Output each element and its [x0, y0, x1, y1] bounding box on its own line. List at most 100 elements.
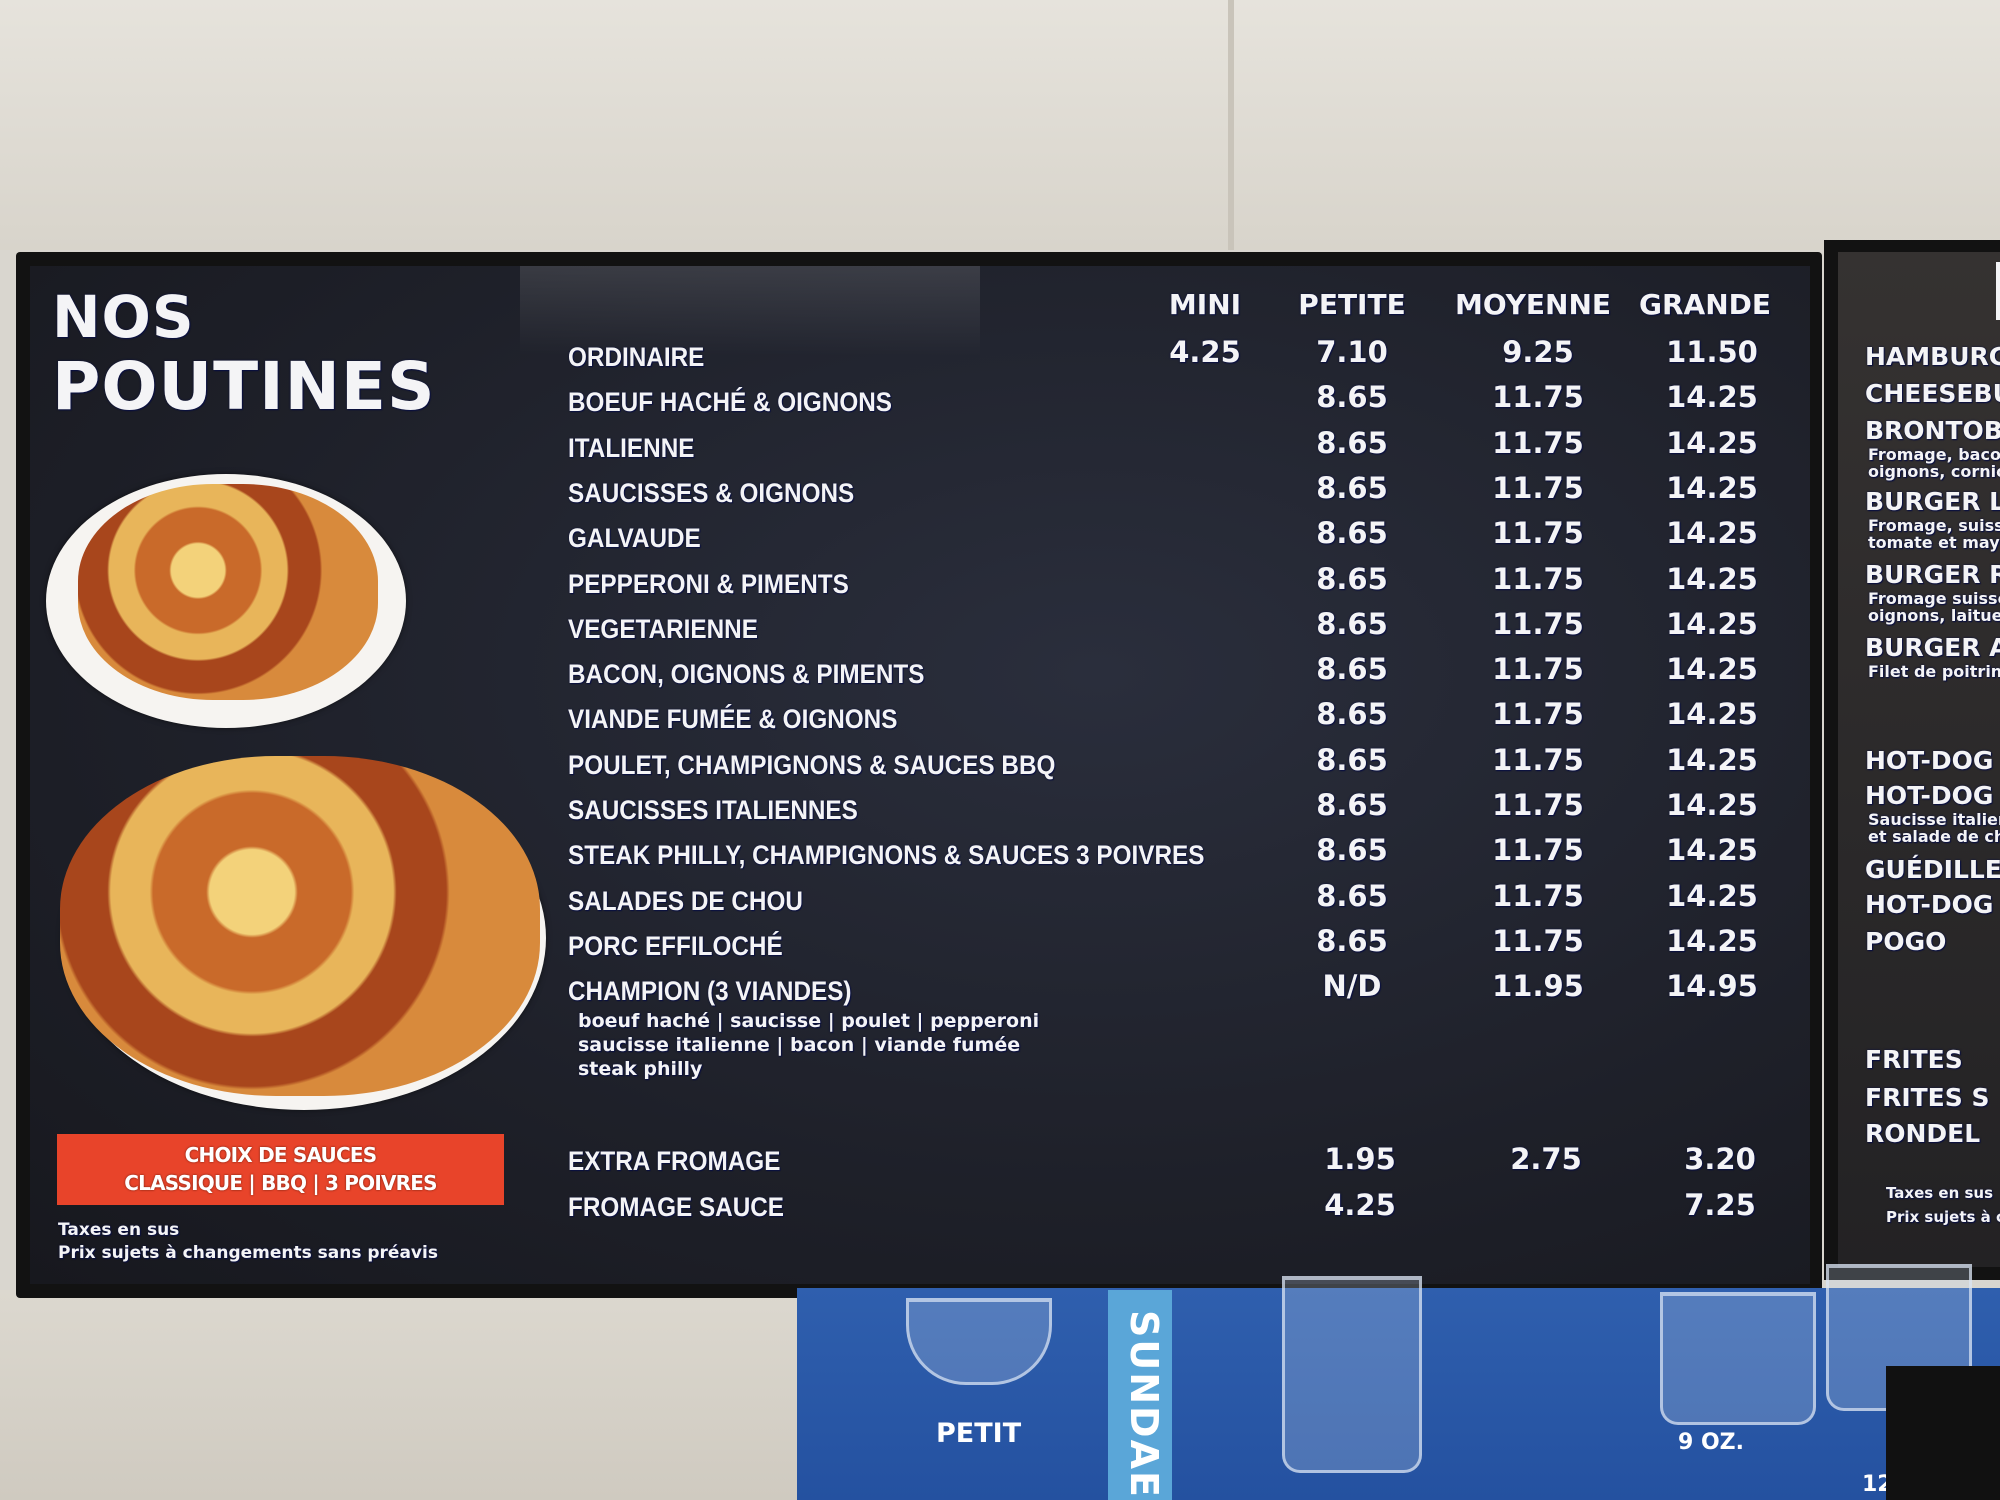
right-menu-item: GUÉDILLE [1865, 855, 2000, 884]
sundae-strip [1108, 1290, 1172, 1500]
menu-item-price: 11.75 [1492, 470, 1584, 505]
menu-item-price: 14.25 [1666, 380, 1758, 415]
menu-item-price: 14.25 [1666, 425, 1758, 460]
menu-item-name: PORC EFFILOCHÉ [568, 930, 783, 961]
right-menu-item: HOT-DOG [1865, 746, 1994, 775]
sundae-cup-small [906, 1298, 1052, 1385]
menu-item-price: 11.75 [1492, 516, 1584, 551]
screen-glare [520, 266, 980, 356]
right-menu-item: RONDEL [1865, 1119, 1981, 1148]
menu-item-price: 14.25 [1666, 878, 1758, 913]
menu-item-price: 8.65 [1316, 833, 1388, 868]
menu-item-price: 11.75 [1492, 833, 1584, 868]
menu-item-name: SAUCISSES & OIGNONS [568, 477, 855, 508]
menu-item-name: CHAMPION (3 VIANDES) [568, 976, 852, 1007]
menu-item-name: ITALIENNE [568, 432, 695, 463]
menu-item-price: 9.25 [1502, 335, 1574, 369]
menu-item-name: VIANDE FUMÉE & OIGNONS [568, 704, 898, 735]
sauce-banner-title: CHOIX DE SAUCES [184, 1143, 378, 1167]
menu-item-name: BACON, OIGNONS & PIMENTS [568, 659, 925, 690]
menu-item-price: 14.25 [1666, 788, 1758, 822]
extra-item-price: 1.95 [1324, 1142, 1396, 1176]
sauce-banner-options: CLASSIQUE | BBQ | 3 POIVRES [124, 1171, 437, 1195]
extra-item-price: 7.25 [1684, 1188, 1756, 1222]
menu-item-price: N/D [1322, 969, 1382, 1004]
menu-item-price: 8.65 [1316, 652, 1388, 687]
menu-item-price: 11.75 [1492, 697, 1584, 732]
right-menu-item-desc: tomate et mayo [1868, 533, 2000, 552]
menu-item-price: 14.25 [1666, 516, 1758, 551]
menu-item-price: 8.65 [1316, 425, 1388, 460]
menu-item-price: 14.95 [1666, 969, 1758, 1004]
lower-ceiling [0, 1290, 800, 1500]
right-menu-item-desc: Fromage suisse [1868, 589, 2000, 608]
menu-item-price: 11.75 [1492, 788, 1584, 822]
menu-item-price: 8.65 [1316, 561, 1388, 596]
menu-item-price: 8.65 [1316, 470, 1388, 505]
right-menu-item: BRONTOBU [1865, 416, 2000, 445]
header-grande: GRANDE [1638, 288, 1772, 321]
right-menu-item-desc: Filet de poitrine [1868, 662, 2000, 681]
menu-item-price: 11.75 [1492, 878, 1584, 913]
right-menu-item-desc: Fromage, suisse [1868, 516, 2000, 535]
burger-menu-panel [1838, 252, 2000, 1267]
menu-item-price: 11.75 [1492, 923, 1584, 958]
menu-item-price: 8.65 [1316, 742, 1388, 777]
menu-title-line1: NOS [52, 283, 195, 351]
header-petite: PETITE [1298, 288, 1406, 321]
extra-item-name: EXTRA FROMAGE [568, 1146, 781, 1176]
right-menu-item-desc: Saucisse italien [1868, 810, 2000, 829]
right-price-change-note: Prix sujets à c [1886, 1208, 2000, 1226]
menu-item-name: PEPPERONI & PIMENTS [568, 568, 849, 599]
header-mini: MINI [1168, 288, 1242, 321]
menu-item-price: 8.65 [1316, 923, 1388, 958]
right-tax-note: Taxes en sus [1886, 1184, 1994, 1202]
right-menu-item: FRITES [1865, 1045, 1963, 1074]
menu-item-name: SALADES DE CHOU [568, 885, 803, 916]
menu-item-price: 11.95 [1492, 969, 1584, 1004]
sundae-label: SUNDAE [1122, 1310, 1166, 1499]
menu-item-price: 7.10 [1316, 335, 1388, 369]
right-menu-item-desc: Fromage, bacon [1868, 445, 2000, 464]
menu-item-price: 4.25 [1169, 335, 1241, 369]
sundae-cup-medium [1282, 1276, 1422, 1473]
right-menu-item: FRITES S [1865, 1083, 1990, 1112]
right-menu-item: HAMBURG [1865, 342, 2000, 371]
menu-item-price: 8.65 [1316, 878, 1388, 913]
menu-item-price: 11.75 [1492, 425, 1584, 460]
size-9oz-label: 9 OZ. [1678, 1430, 1744, 1455]
menu-item-name: VEGETARIENNE [568, 613, 758, 644]
right-menu-item: POGO [1865, 927, 1947, 956]
menu-title-line2: POUTINES [52, 348, 436, 425]
menu-item-price: 8.65 [1316, 606, 1388, 641]
menu-item-price: 8.65 [1316, 697, 1388, 732]
menu-item-price: 14.25 [1666, 606, 1758, 641]
menu-item-name: POULET, CHAMPIGNONS & SAUCES BBQ [568, 749, 1056, 780]
right-menu-item: CHEESEBU [1865, 379, 2000, 408]
extra-item-price: 4.25 [1324, 1188, 1396, 1222]
menu-item-price: 14.25 [1666, 697, 1758, 732]
price-change-note: Prix sujets à changements sans préavis [58, 1243, 438, 1263]
menu-item-price: 14.25 [1666, 470, 1758, 505]
menu-item-price: 14.25 [1666, 652, 1758, 687]
menu-item-price: 11.75 [1492, 380, 1584, 415]
right-menu-item: BURGER R [1865, 560, 2000, 589]
poutine-photo-2 [60, 756, 540, 1096]
extra-item-price: 2.75 [1510, 1142, 1582, 1176]
menu-item-price: 14.25 [1666, 561, 1758, 596]
poutine-photo-1 [78, 484, 378, 700]
menu-item-price: 8.65 [1316, 788, 1388, 822]
menu-item-price: 14.25 [1666, 833, 1758, 868]
ceiling-tile-seam [1228, 0, 1234, 250]
menu-item-name: SAUCISSES ITALIENNES [568, 795, 858, 825]
right-menu-item-desc: oignons, cornich [1868, 462, 2000, 481]
sauce-choice-banner: CHOIX DE SAUCES CLASSIQUE | BBQ | 3 POIV… [57, 1134, 504, 1205]
tax-note: Taxes en sus [58, 1220, 180, 1240]
menu-item-price: 11.75 [1492, 742, 1584, 777]
menu-item-name: GALVAUDE [568, 523, 701, 554]
menu-item-price: 11.75 [1492, 561, 1584, 596]
cropped-title-letter [1996, 262, 2000, 320]
right-menu-item: HOT-DOG [1865, 781, 1994, 810]
ceiling [0, 0, 2000, 250]
sundae-cup-9oz [1660, 1292, 1816, 1425]
